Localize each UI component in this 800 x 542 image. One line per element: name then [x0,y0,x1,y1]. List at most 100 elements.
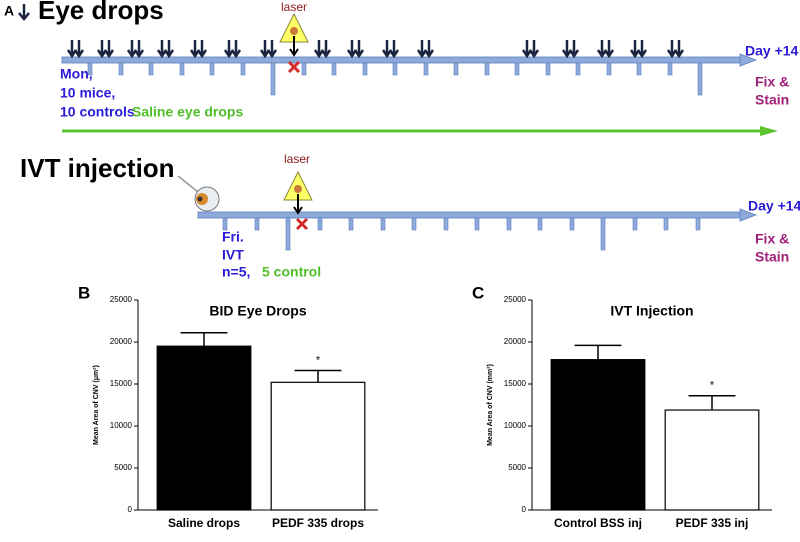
day-tick [240,62,246,76]
day-tick [380,217,386,231]
control-arrow [760,126,778,136]
y-tick-label: 5000 [114,463,132,472]
panel-label: A [4,3,14,19]
day-tick [695,217,701,231]
day-tick [545,62,551,76]
y-tick-label: 20000 [504,337,527,346]
significance: * [316,354,321,366]
day-tick [423,62,429,76]
control-info: Saline eye drops [132,104,243,120]
end-info: Fix & [755,231,789,247]
start-info: IVT [222,247,244,263]
day-tick [254,217,260,231]
day-tick [443,217,449,231]
chart-title: IVT Injection [610,303,693,319]
control-info: 5 control [262,264,321,280]
end-info: Stain [755,249,789,265]
y-tick-label: 15000 [504,379,527,388]
day-tick [697,62,703,96]
drop-arrow [96,40,115,59]
day-tick [148,62,154,76]
timeline-bar [197,211,741,219]
day-tick [392,62,398,76]
end-info: Stain [755,92,789,108]
timeline-title: IVT injection [20,153,175,183]
y-tick-label: 20000 [110,337,133,346]
y-tick-label: 0 [522,505,527,514]
start-info: 10 mice, [60,85,115,101]
timeline-title: Eye drops [38,0,164,25]
legend-arrow [18,4,30,21]
timeline-bar [61,56,741,64]
start-info: Mon, [60,66,93,82]
drop-arrow [259,40,278,59]
day-tick [514,62,520,76]
drop-arrow [521,40,540,59]
end-day: Day +14 [745,43,799,59]
day-tick [179,62,185,76]
day-tick [270,62,276,96]
laser-arrow [289,36,299,57]
laser-dot [294,185,302,193]
day-tick [537,217,543,231]
bar [664,409,760,511]
day-tick [569,217,575,231]
day-tick [663,217,669,231]
laser-mark [287,60,301,74]
end-info: Fix & [755,74,789,90]
y-tick-label: 10000 [110,421,133,430]
panel-label: B [78,283,90,302]
day-tick [606,62,612,76]
day-tick [118,62,124,76]
drop-arrow [346,40,365,59]
y-tick-label: 5000 [508,463,526,472]
drop-arrow [126,40,145,59]
day-tick [317,217,323,231]
day-tick [474,217,480,231]
end-day: Day +14 [748,198,800,214]
drop-arrow [561,40,580,59]
y-tick-label: 25000 [504,295,527,304]
drop-arrow [156,40,175,59]
day-tick [636,62,642,76]
y-tick-label: 15000 [110,379,133,388]
day-tick [506,217,512,231]
day-tick [600,217,606,251]
day-tick [87,62,93,76]
laser-arrow [293,194,303,215]
drop-arrow [666,40,685,59]
timeline-arrow [739,53,758,67]
y-tick-label: 25000 [110,295,133,304]
y-axis-label: Mean Area of CNV (μm²) [93,365,100,445]
bar [550,359,646,511]
day-tick [209,62,215,76]
day-tick [453,62,459,76]
drop-arrow [313,40,332,59]
day-tick [667,62,673,76]
x-tick-label: PEDF 335 drops [272,516,364,530]
x-tick-label: Saline drops [168,516,240,530]
chart-title: BID Eye Drops [209,303,306,319]
day-tick [331,62,337,76]
day-tick [411,217,417,231]
y-tick-label: 10000 [504,421,527,430]
significance: * [710,380,715,392]
day-tick [484,62,490,76]
day-tick [222,217,228,231]
drop-arrow [416,40,435,59]
drop-arrow [629,40,648,59]
bar [270,381,366,511]
day-tick [301,62,307,76]
timeline-arrow [739,208,758,222]
day-tick [362,62,368,76]
day-tick [575,62,581,76]
start-info: n=5, [222,264,250,280]
y-axis-label: Mean Area of CNV (mm²) [487,364,494,446]
panel-label: C [472,283,484,302]
drop-arrow [223,40,242,59]
day-tick [285,217,291,251]
drop-arrow [66,40,85,59]
drop-arrow [381,40,400,59]
x-tick-label: PEDF 335 inj [676,516,749,530]
